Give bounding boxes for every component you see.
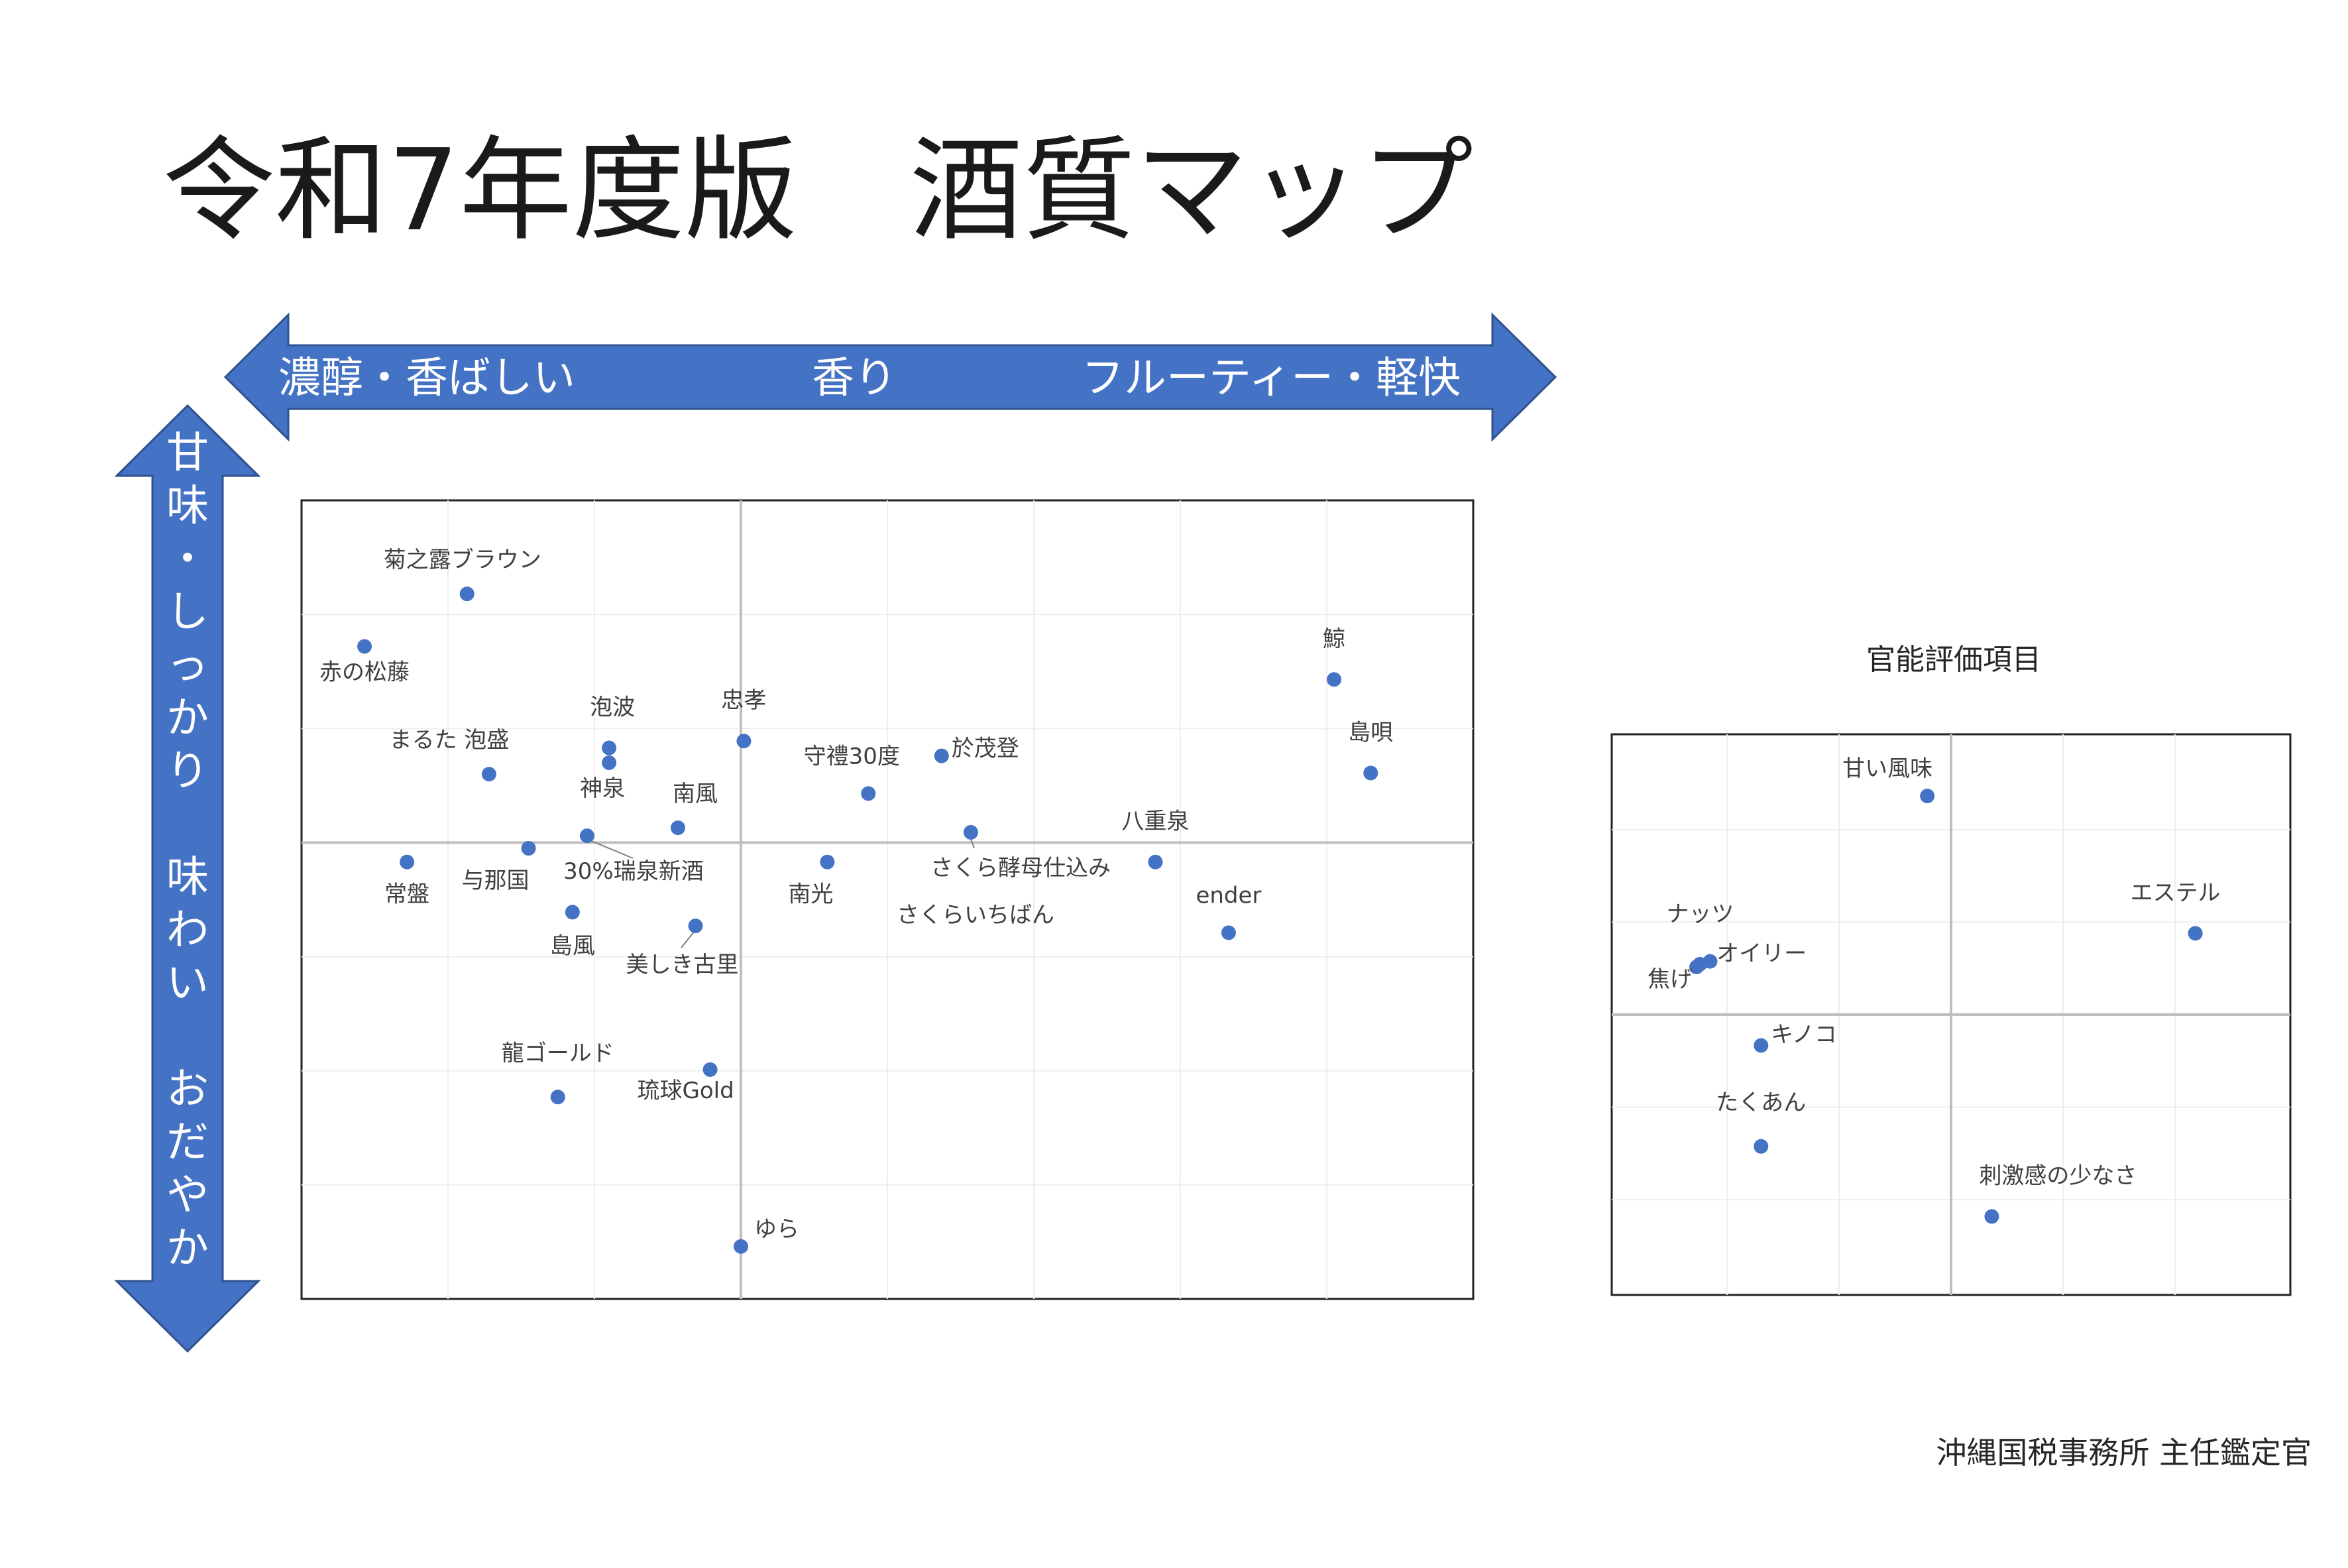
data-label: 鯨 bbox=[1323, 626, 1345, 652]
data-point bbox=[579, 828, 594, 844]
data-label: 守禮30度 bbox=[804, 743, 900, 769]
arrow-center-label: 香り bbox=[812, 354, 897, 403]
data-point bbox=[688, 919, 703, 934]
data-point bbox=[934, 748, 949, 763]
arrow-right-label: フルーティー・軽快 bbox=[1082, 354, 1461, 403]
data-label: 琉球Gold bbox=[637, 1078, 734, 1104]
data-label: ゆら bbox=[754, 1216, 799, 1243]
data-label: ナッツ bbox=[1666, 901, 1734, 928]
data-label: 与那国 bbox=[462, 868, 530, 894]
data-label: 神泉 bbox=[580, 775, 625, 802]
sensory-chart-axes bbox=[1612, 734, 2290, 1295]
data-point bbox=[1754, 1038, 1769, 1053]
data-point bbox=[459, 587, 475, 602]
data-label: 南風 bbox=[673, 781, 718, 807]
data-label: たくあん bbox=[1716, 1090, 1806, 1116]
data-point bbox=[1327, 672, 1342, 687]
data-label: 泡波 bbox=[590, 695, 635, 721]
vertical-axis-arrow: 甘味・しっかり 味わいおだやか bbox=[114, 404, 261, 1353]
footer-credit: 沖縄国税事務所 主任鑑定官 bbox=[1936, 1435, 2312, 1471]
data-point bbox=[1689, 960, 1704, 975]
data-label: ender bbox=[1196, 882, 1261, 909]
data-point bbox=[736, 734, 752, 749]
extra-label-sakura-ichiban: さくらいちばん bbox=[897, 902, 1054, 928]
data-point bbox=[1920, 789, 1935, 804]
data-label: エステル bbox=[2131, 879, 2221, 906]
main-chart-grid bbox=[302, 500, 1473, 1299]
data-label: 美しき古里 bbox=[626, 952, 738, 978]
horizontal-axis-arrow: 濃醇・香ばしい 香り フルーティー・軽快 bbox=[223, 312, 1557, 442]
data-point bbox=[1221, 925, 1236, 940]
arrow-left-label: 濃醇・香ばしい bbox=[278, 354, 575, 403]
data-point bbox=[481, 767, 496, 782]
data-point bbox=[521, 841, 536, 856]
data-label: まるた 泡盛 bbox=[389, 727, 509, 754]
data-label: 焦げ bbox=[1648, 966, 1693, 993]
data-label: キノコ bbox=[1771, 1022, 1837, 1048]
data-label: 菊之露ブラウン bbox=[384, 547, 541, 573]
data-label: 赤の松藤 bbox=[319, 659, 410, 685]
data-label: 30%瑞泉新酒 bbox=[563, 858, 704, 885]
main-chart-points bbox=[357, 587, 1378, 1254]
data-label: 常盤 bbox=[384, 881, 429, 908]
data-point bbox=[565, 905, 580, 920]
data-label: 龍ゴールド bbox=[502, 1040, 614, 1066]
page-title: 令和7年度版 酒質マップ bbox=[162, 125, 1473, 256]
data-point bbox=[1754, 1139, 1769, 1154]
data-label: 甘い風味 bbox=[1842, 756, 1932, 782]
arrow-bottom-label: 味わいおだやか bbox=[166, 853, 209, 1273]
data-label: オイリー bbox=[1716, 940, 1807, 967]
data-point bbox=[550, 1090, 565, 1105]
sensory-chart-points bbox=[1689, 789, 2203, 1224]
data-label: 刺激感の少なさ bbox=[1979, 1163, 2137, 1190]
data-point bbox=[602, 740, 617, 756]
data-point bbox=[670, 820, 685, 836]
data-point bbox=[702, 1062, 718, 1077]
sensory-chart-title: 官能評価項目 bbox=[1866, 643, 2041, 677]
horizontal-arrow-shape bbox=[223, 312, 1557, 442]
arrow-top-label: 甘味・しっかり bbox=[166, 429, 209, 796]
main-chart-axes bbox=[302, 500, 1473, 1299]
data-point bbox=[963, 824, 978, 840]
data-label: 八重泉 bbox=[1121, 809, 1189, 835]
data-point bbox=[1363, 765, 1378, 781]
data-point bbox=[1984, 1209, 1999, 1224]
data-label: 島唄 bbox=[1348, 719, 1393, 746]
data-label: さくら酵母仕込み bbox=[930, 855, 1111, 881]
data-label: 南光 bbox=[788, 881, 833, 908]
data-point bbox=[357, 639, 372, 654]
data-point bbox=[602, 755, 617, 770]
data-label: 忠孝 bbox=[721, 687, 766, 714]
data-point bbox=[400, 854, 415, 869]
data-label: 島風 bbox=[550, 932, 595, 959]
leader-line-zuisen bbox=[589, 840, 634, 859]
data-point bbox=[1148, 854, 1163, 869]
data-point bbox=[861, 786, 876, 801]
data-point bbox=[734, 1239, 748, 1254]
vertical-arrow-shape bbox=[114, 404, 261, 1353]
data-point bbox=[2188, 926, 2203, 941]
data-label: 於茂登 bbox=[952, 736, 1019, 762]
data-point bbox=[820, 854, 835, 869]
